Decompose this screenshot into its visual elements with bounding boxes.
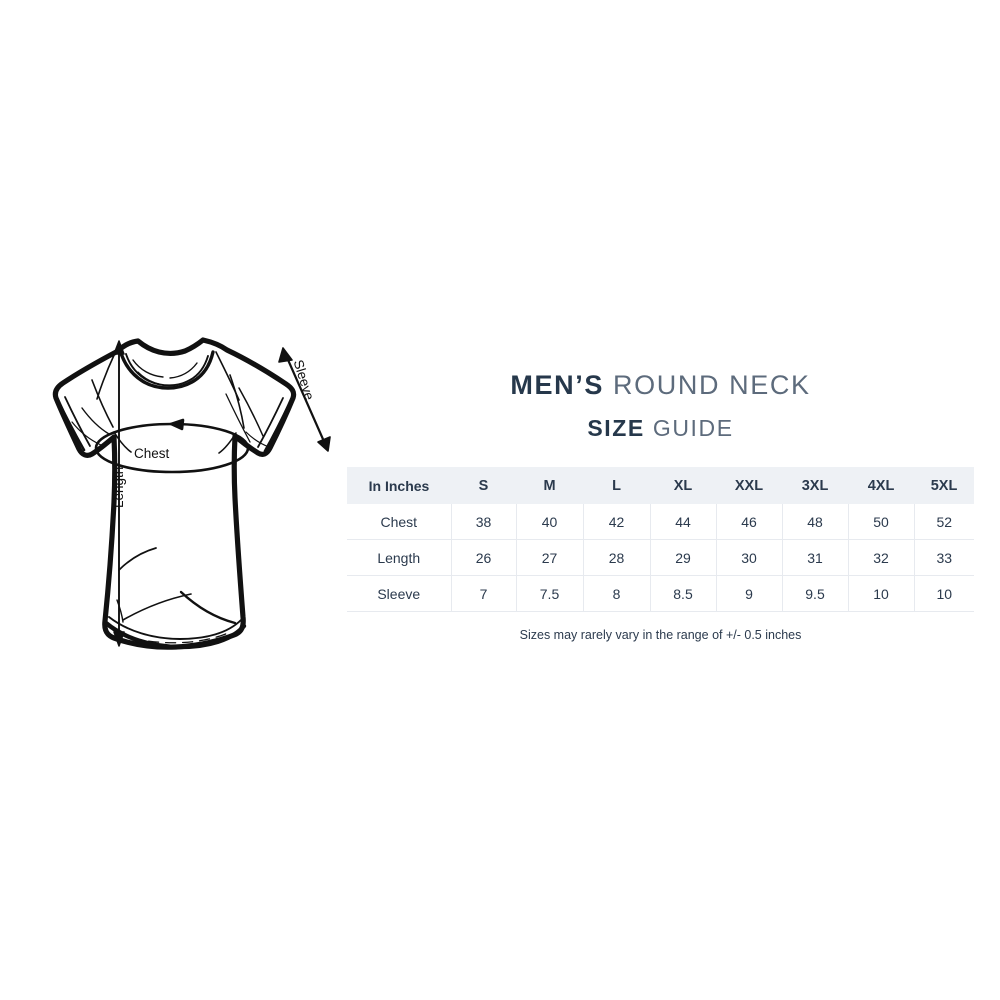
cell-sleeve-3xl: 9.5 (782, 575, 849, 613)
cell-sleeve-m: 7.5 (516, 575, 584, 613)
column-header-xxl: XXL (716, 467, 782, 505)
table-row: Chest 38 40 42 44 46 48 50 52 (347, 504, 974, 541)
column-header-unit: In Inches (347, 467, 451, 505)
column-header-xl: XL (650, 467, 716, 505)
cell-chest-4xl: 50 (848, 504, 915, 541)
sleeve-fold-left-b (81, 407, 110, 435)
body-fold-left (118, 547, 157, 571)
tshirt-illustration (20, 320, 360, 680)
sleeve-arrowhead-bottom (317, 436, 331, 452)
sleeve-fold-right-a (229, 374, 245, 429)
cell-sleeve-s: 7 (451, 575, 517, 613)
cell-sleeve-5xl: 10 (914, 575, 974, 613)
page-subtitle-bold: SIZE (587, 415, 645, 442)
sleeve-arrowhead-top (278, 347, 293, 363)
column-header-s: S (451, 467, 516, 505)
cell-chest-s: 38 (451, 504, 517, 541)
cell-chest-3xl: 48 (782, 504, 849, 541)
row-label-length: Length (347, 539, 452, 577)
page-title-bold: MEN’S (510, 370, 604, 400)
cell-length-s: 26 (451, 539, 517, 577)
cell-length-m: 27 (516, 539, 584, 577)
chest-measure-label: Chest (134, 446, 170, 461)
cell-chest-xxl: 46 (716, 504, 783, 541)
column-header-5xl: 5XL (914, 467, 974, 505)
table-row: Sleeve 7 7.5 8 8.5 9 9.5 10 10 (347, 575, 974, 613)
collar-stitch-b (169, 362, 198, 379)
collar-stitch-c (137, 371, 160, 385)
size-variance-note: Sizes may rarely vary in the range of +/… (519, 628, 802, 643)
length-measure-label: Length (111, 466, 126, 508)
sleeve-cuff-left-inner (64, 396, 91, 447)
cell-length-xl: 29 (650, 539, 717, 577)
sleeve-fold-right-c (225, 393, 251, 443)
table-row: Length 26 27 28 29 30 31 32 33 (347, 539, 974, 577)
body-fold-side (116, 599, 124, 623)
sleeve-fold-right-d (245, 431, 270, 448)
length-arrowhead-top (113, 340, 125, 355)
column-header-l: L (583, 467, 650, 505)
sleeve-fold-left-a (91, 379, 114, 428)
cell-length-3xl: 31 (782, 539, 849, 577)
column-header-m: M (516, 467, 583, 505)
cell-chest-m: 40 (516, 504, 584, 541)
cell-sleeve-l: 8 (583, 575, 651, 613)
cell-sleeve-xxl: 9 (716, 575, 783, 613)
round-neck-collar (118, 348, 215, 390)
column-header-3xl: 3XL (782, 467, 848, 505)
cell-length-l: 28 (583, 539, 651, 577)
cell-sleeve-4xl: 10 (848, 575, 915, 613)
hem-stitch (131, 632, 229, 644)
cell-length-4xl: 32 (848, 539, 915, 577)
length-arrowhead-bottom (113, 631, 125, 647)
bottom-hem-outer (103, 620, 247, 650)
cell-length-5xl: 33 (914, 539, 974, 577)
sleeve-fold-right-b (238, 387, 264, 437)
cell-sleeve-xl: 8.5 (650, 575, 717, 613)
cell-length-xxl: 30 (716, 539, 783, 577)
sleeve-cuff-right (263, 400, 292, 453)
row-label-chest: Chest (347, 504, 452, 541)
table-header-row: In Inches S M L XL XXL 3XL 4XL 5XL (347, 467, 974, 505)
size-chart-table: In Inches S M L XL XXL 3XL 4XL 5XL Chest… (347, 467, 974, 613)
tshirt-diagram-svg (52, 337, 331, 650)
row-label-sleeve: Sleeve (347, 575, 452, 613)
collar-inner-line (125, 353, 209, 387)
sleeve-cuff-left (56, 398, 86, 452)
cell-chest-xl: 44 (650, 504, 717, 541)
column-header-4xl: 4XL (848, 467, 914, 505)
cell-chest-l: 42 (583, 504, 651, 541)
chest-arrowhead (169, 418, 185, 431)
tshirt-outline (52, 337, 297, 650)
collar-stitch-a (132, 359, 164, 378)
page-title: MEN’S ROUND NECK (347, 370, 974, 401)
sleeve-measure-line (283, 351, 328, 448)
size-guide-panel: MEN’S ROUND NECK SIZE GUIDE In Inches S (347, 370, 974, 642)
page-subtitle: SIZE GUIDE (347, 415, 974, 441)
cell-chest-5xl: 52 (914, 504, 974, 541)
page-title-light: ROUND NECK (613, 370, 811, 400)
armpit-left (113, 431, 132, 453)
body-fold-lower (122, 593, 192, 621)
bottom-hem-inner (108, 616, 242, 640)
page-subtitle-light: GUIDE (652, 415, 734, 442)
